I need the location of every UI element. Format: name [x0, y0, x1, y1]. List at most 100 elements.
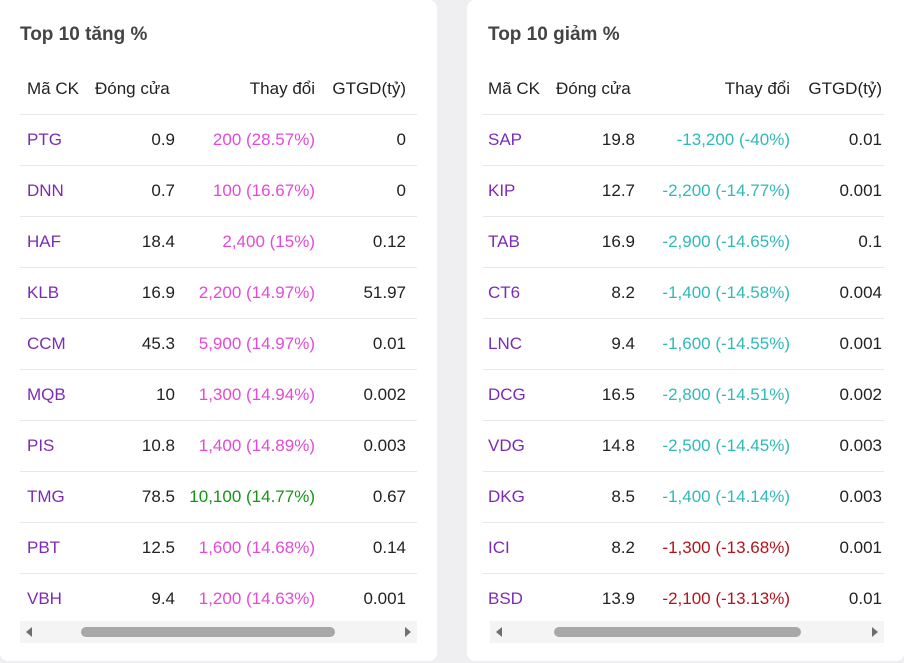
gainers-title: Top 10 tăng % — [20, 24, 148, 45]
stock-code-link[interactable]: KLB — [27, 283, 60, 302]
close-price: 0.9 — [151, 130, 175, 149]
close-price: 78.5 — [141, 487, 175, 506]
table-row[interactable]: VDG 14.8 -2,500 (-14.45%) 0.003 — [483, 420, 884, 471]
stock-code-link[interactable]: CT6 — [488, 283, 521, 302]
stock-code-link[interactable]: KIP — [488, 181, 516, 200]
table-row[interactable]: CT6 8.2 -1,400 (-14.58%) 0.004 — [483, 267, 884, 318]
close-price: 9.4 — [151, 589, 175, 608]
gainers-table-body: PTG 0.9 200 (28.57%) 0 DNN 0.7 100 (16.67%) 0 HA… — [20, 114, 417, 624]
stock-code-link[interactable]: ICI — [488, 538, 510, 557]
table-row[interactable]: HAF 18.4 2,400 (15%) 0.12 — [20, 216, 417, 267]
stock-code-link[interactable]: HAF — [27, 232, 61, 251]
table-row[interactable]: TAB 16.9 -2,900 (-14.65%) 0.1 — [483, 216, 884, 267]
stock-code-link[interactable]: DKG — [488, 487, 525, 506]
stock-code-link[interactable]: TAB — [488, 232, 520, 251]
stock-code-link[interactable]: SAP — [488, 130, 523, 149]
gainers-horizontal-scrollbar[interactable] — [20, 621, 417, 643]
scroll-right-arrow-icon[interactable] — [405, 627, 411, 637]
header-code: Mã CK — [27, 78, 79, 98]
stock-code-link[interactable]: PBT — [27, 538, 61, 557]
scroll-left-arrow-icon[interactable] — [26, 627, 32, 637]
trading-value: 0.01 — [848, 130, 882, 149]
close-price: 12.5 — [141, 538, 175, 557]
close-price: 45.3 — [141, 334, 175, 353]
table-row[interactable]: SAP 19.8 -13,200 (-40%) 0.01 — [483, 114, 884, 165]
table-row[interactable]: PIS 10.8 1,400 (14.89%) 0.003 — [20, 420, 417, 471]
stock-code-link[interactable]: PTG — [27, 130, 62, 149]
close-price: 16.9 — [141, 283, 175, 302]
price-change: 10,100 (14.77%) — [189, 487, 315, 506]
table-row[interactable]: BSD 13.9 -2,100 (-13.13%) 0.01 — [483, 573, 884, 624]
price-change: -2,100 (-13.13%) — [662, 589, 790, 608]
close-price: 0.7 — [151, 181, 175, 200]
header-code: Mã CK — [488, 78, 540, 98]
table-row[interactable]: MQB 10 1,300 (14.94%) 0.002 — [20, 369, 417, 420]
table-row[interactable]: DCG 16.5 -2,800 (-14.51%) 0.002 — [483, 369, 884, 420]
stock-code-link[interactable]: PIS — [27, 436, 55, 455]
table-row[interactable]: ICI 8.2 -1,300 (-13.68%) 0.001 — [483, 522, 884, 573]
trading-value: 0 — [396, 130, 406, 149]
close-price: 13.9 — [601, 589, 635, 608]
table-row[interactable]: DKG 8.5 -1,400 (-14.14%) 0.003 — [483, 471, 884, 522]
stock-code-link[interactable]: VDG — [488, 436, 525, 455]
stock-code-link[interactable]: DNN — [27, 181, 64, 200]
table-row[interactable]: DNN 0.7 100 (16.67%) 0 — [20, 165, 417, 216]
stock-code-link[interactable]: VBH — [27, 589, 62, 608]
stock-code-link[interactable]: BSD — [488, 589, 523, 608]
close-price: 12.7 — [601, 181, 635, 200]
trading-value: 0.001 — [839, 538, 882, 557]
table-row[interactable]: PTG 0.9 200 (28.57%) 0 — [20, 114, 417, 165]
close-price: 10.8 — [141, 436, 175, 455]
top-gainers-panel: Top 10 tăng % Mã CK Đóng cửa Thay đổi GT… — [0, 0, 437, 661]
trading-value: 0.1 — [858, 232, 882, 251]
table-row[interactable]: VBH 9.4 1,200 (14.63%) 0.001 — [20, 573, 417, 624]
trading-value: 0.001 — [839, 334, 882, 353]
header-change: Thay đổi — [724, 78, 790, 98]
scroll-left-arrow-icon[interactable] — [496, 627, 502, 637]
price-change: -1,400 (-14.58%) — [662, 283, 790, 302]
scrollbar-thumb[interactable] — [81, 627, 335, 637]
price-change: 1,200 (14.63%) — [198, 589, 315, 608]
table-row[interactable]: CCM 45.3 5,900 (14.97%) 0.01 — [20, 318, 417, 369]
trading-value: 0.12 — [372, 232, 406, 251]
losers-table-body: SAP 19.8 -13,200 (-40%) 0.01 KIP 12.7 -2,200 (… — [483, 114, 884, 624]
losers-table: Mã CK Đóng cửa Thay đổi GTGD(tỷ) SAP 19.8… — [483, 63, 884, 624]
header-value: GTGD(tỷ) — [332, 78, 406, 98]
price-change: 2,200 (14.97%) — [198, 283, 315, 302]
table-row[interactable]: KIP 12.7 -2,200 (-14.77%) 0.001 — [483, 165, 884, 216]
stock-code-link[interactable]: MQB — [27, 385, 66, 404]
stock-code-link[interactable]: LNC — [488, 334, 523, 353]
trading-value: 0.14 — [372, 538, 406, 557]
price-change: 1,300 (14.94%) — [198, 385, 315, 404]
trading-value: 0.004 — [839, 283, 882, 302]
stock-code-link[interactable]: CCM — [27, 334, 66, 353]
stock-code-link[interactable]: TMG — [27, 487, 65, 506]
losers-table-header: Mã CK Đóng cửa Thay đổi GTGD(tỷ) — [483, 63, 884, 114]
close-price: 10 — [156, 385, 175, 404]
price-change: -1,600 (-14.55%) — [662, 334, 790, 353]
trading-value: 0.002 — [363, 385, 406, 404]
gainers-table: Mã CK Đóng cửa Thay đổi GTGD(tỷ) PTG 0.9 2… — [20, 63, 417, 624]
scrollbar-thumb[interactable] — [554, 627, 801, 637]
price-change: -2,900 (-14.65%) — [662, 232, 790, 251]
price-change: 100 (16.67%) — [212, 181, 315, 200]
table-row[interactable]: TMG 78.5 10,100 (14.77%) 0.67 — [20, 471, 417, 522]
close-price: 16.9 — [601, 232, 635, 251]
close-price: 8.2 — [611, 283, 635, 302]
close-price: 18.4 — [141, 232, 175, 251]
losers-title: Top 10 giảm % — [488, 24, 620, 45]
table-row[interactable]: PBT 12.5 1,600 (14.68%) 0.14 — [20, 522, 417, 573]
close-price: 9.4 — [611, 334, 635, 353]
scroll-right-arrow-icon[interactable] — [872, 627, 878, 637]
losers-horizontal-scrollbar[interactable] — [490, 621, 884, 643]
trading-value: 0 — [396, 181, 406, 200]
top-losers-panel: Top 10 giảm % Mã CK Đóng cửa Thay đổi GT… — [467, 0, 904, 661]
gainers-table-header: Mã CK Đóng cửa Thay đổi GTGD(tỷ) — [20, 63, 417, 114]
header-close: Đóng cửa — [556, 78, 631, 98]
price-change: 1,600 (14.68%) — [198, 538, 315, 557]
price-change: 1,400 (14.89%) — [198, 436, 315, 455]
table-row[interactable]: KLB 16.9 2,200 (14.97%) 51.97 — [20, 267, 417, 318]
stock-code-link[interactable]: DCG — [488, 385, 526, 404]
table-row[interactable]: LNC 9.4 -1,600 (-14.55%) 0.001 — [483, 318, 884, 369]
trading-value: 51.97 — [363, 283, 406, 302]
